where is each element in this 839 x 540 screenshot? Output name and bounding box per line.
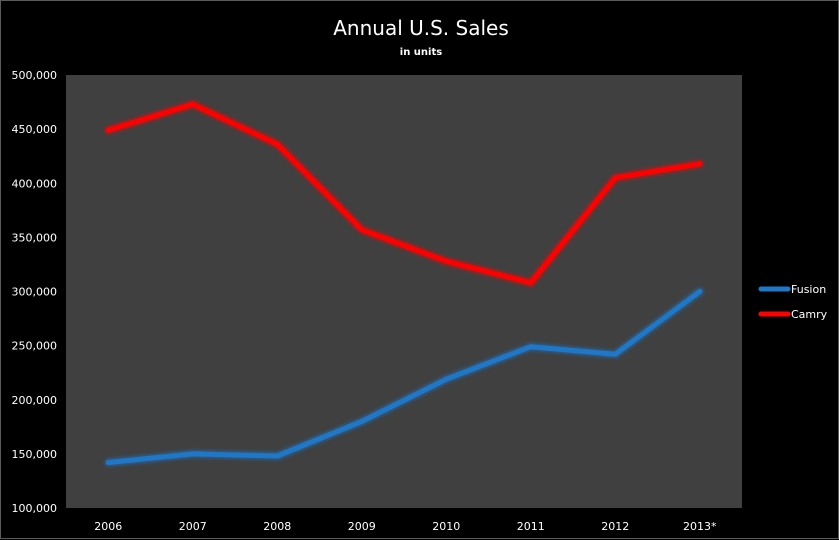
data-point-camry <box>274 141 280 147</box>
y-tick-label: 350,000 <box>12 231 58 244</box>
y-tick-label: 500,000 <box>12 69 58 82</box>
data-point-fusion <box>190 451 196 457</box>
legend: Fusion Camry <box>758 283 828 321</box>
x-tick-label: 2009 <box>348 520 376 533</box>
y-tick-label: 450,000 <box>12 123 58 136</box>
series-lines <box>104 100 704 467</box>
y-tick-label: 400,000 <box>12 177 58 190</box>
y-tick-label: 300,000 <box>12 286 58 299</box>
data-point-camry <box>697 161 703 167</box>
x-tick-label: 2010 <box>432 520 460 533</box>
chart-subtitle: in units <box>400 47 442 58</box>
y-tick-label: 150,000 <box>12 448 58 461</box>
x-tick-label: 2013* <box>683 520 717 533</box>
y-tick-label: 100,000 <box>12 502 58 515</box>
data-point-camry <box>612 175 618 181</box>
x-axis-ticks: 2006 2007 2008 2009 2010 2011 2012 2013* <box>94 520 717 533</box>
data-point-fusion <box>443 376 449 382</box>
x-tick-label: 2006 <box>94 520 122 533</box>
data-point-fusion <box>612 351 618 357</box>
plot-area <box>66 75 742 508</box>
data-point-fusion <box>697 289 703 294</box>
y-tick-label: 250,000 <box>12 340 58 353</box>
data-point-camry <box>190 101 196 107</box>
x-tick-label: 2011 <box>517 520 545 533</box>
data-point-camry <box>359 227 365 233</box>
series-line-camry <box>105 101 703 286</box>
data-point-camry <box>443 258 449 264</box>
series-line-fusion <box>105 289 703 465</box>
legend-label-camry: Camry <box>791 308 828 321</box>
chart-title: Annual U.S. Sales <box>333 16 509 40</box>
x-tick-label: 2008 <box>263 520 291 533</box>
data-point-camry <box>105 127 111 133</box>
x-tick-label: 2012 <box>601 520 629 533</box>
data-point-camry <box>528 280 534 286</box>
x-tick-label: 2007 <box>179 520 207 533</box>
data-point-fusion <box>359 418 365 424</box>
data-point-fusion <box>105 460 111 466</box>
data-point-fusion <box>274 453 280 459</box>
y-axis-ticks: 100,000 150,000 200,000 250,000 300,000 350,0… <box>12 69 58 515</box>
y-tick-label: 200,000 <box>12 394 58 407</box>
legend-label-fusion: Fusion <box>791 283 826 296</box>
data-point-fusion <box>528 344 534 350</box>
